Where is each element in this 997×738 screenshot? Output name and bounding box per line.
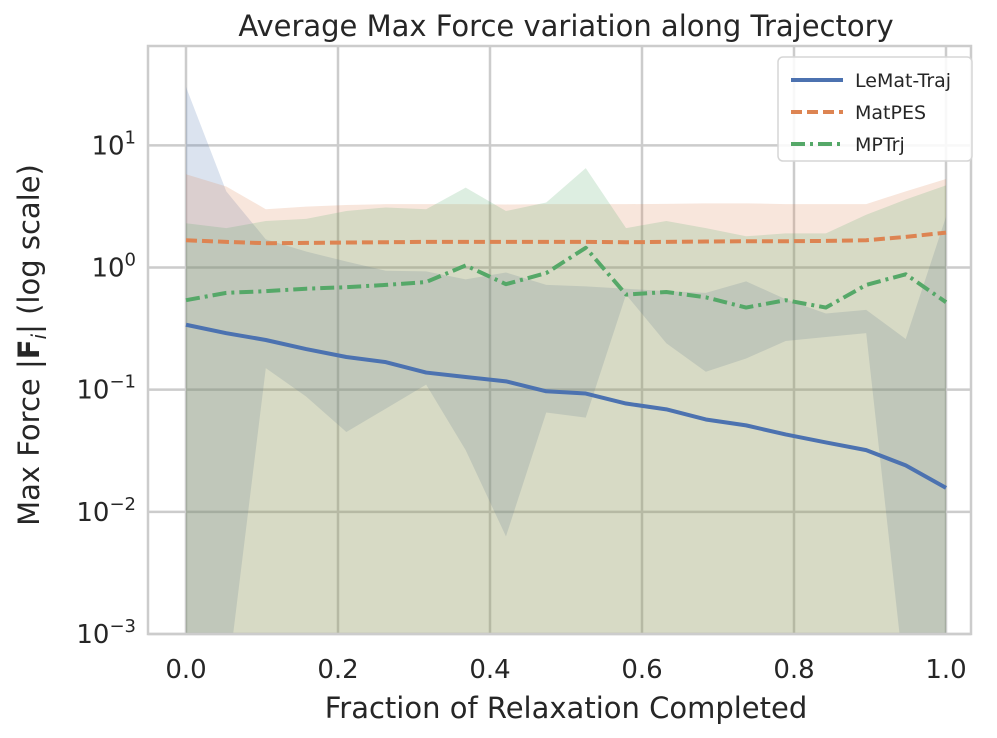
y-tick-label: 10−1 (76, 372, 136, 406)
y-axis-title-suffix: | (log scale) (12, 164, 46, 334)
series-lines (185, 230, 948, 490)
y-axis-title-prefix: Max Force | (12, 359, 46, 526)
x-tick-label: 0.2 (317, 655, 358, 685)
legend-label-mptrj: MPTrj (855, 134, 905, 156)
line-mptrj (185, 245, 948, 310)
plot-frame (146, 44, 973, 636)
line-lemat-traj (185, 322, 947, 490)
band-lemat-traj (186, 87, 946, 634)
x-axis-title: Fraction of Relaxation Completed (325, 691, 808, 725)
y-tick-label: 10−3 (76, 616, 136, 650)
x-tick-label: 0.4 (469, 655, 510, 685)
y-tick-label: 10−2 (76, 494, 136, 528)
line-matpes (185, 230, 947, 246)
y-axis-title-bold: F (12, 339, 46, 359)
x-axis-ticks: 0.0 0.2 0.4 0.6 0.8 1.0 (165, 655, 966, 685)
legend-box (777, 56, 973, 162)
band-mptrj (186, 168, 946, 634)
x-tick-label: 0.0 (165, 655, 206, 685)
legend-label-lemat-traj: LeMat-Traj (855, 70, 951, 92)
band-matpes (186, 174, 946, 634)
legend-label-matpes: MatPES (855, 102, 926, 124)
x-tick-label: 1.0 (925, 655, 966, 685)
y-tick-label: 101 (91, 127, 136, 161)
legend: LeMat-Traj MatPES MPTrj (777, 56, 973, 162)
x-tick-label: 0.6 (621, 655, 662, 685)
chart-title: Average Max Force variation along Trajec… (238, 9, 893, 43)
y-axis-title: Max Force |Fi| (log scale) (12, 164, 51, 526)
y-axis-ticks: 10−3 10−2 10−1 100 101 (76, 127, 136, 650)
y-tick-label: 100 (91, 249, 136, 283)
y-axis-title-sub: i (27, 333, 51, 339)
x-tick-label: 0.8 (773, 655, 814, 685)
